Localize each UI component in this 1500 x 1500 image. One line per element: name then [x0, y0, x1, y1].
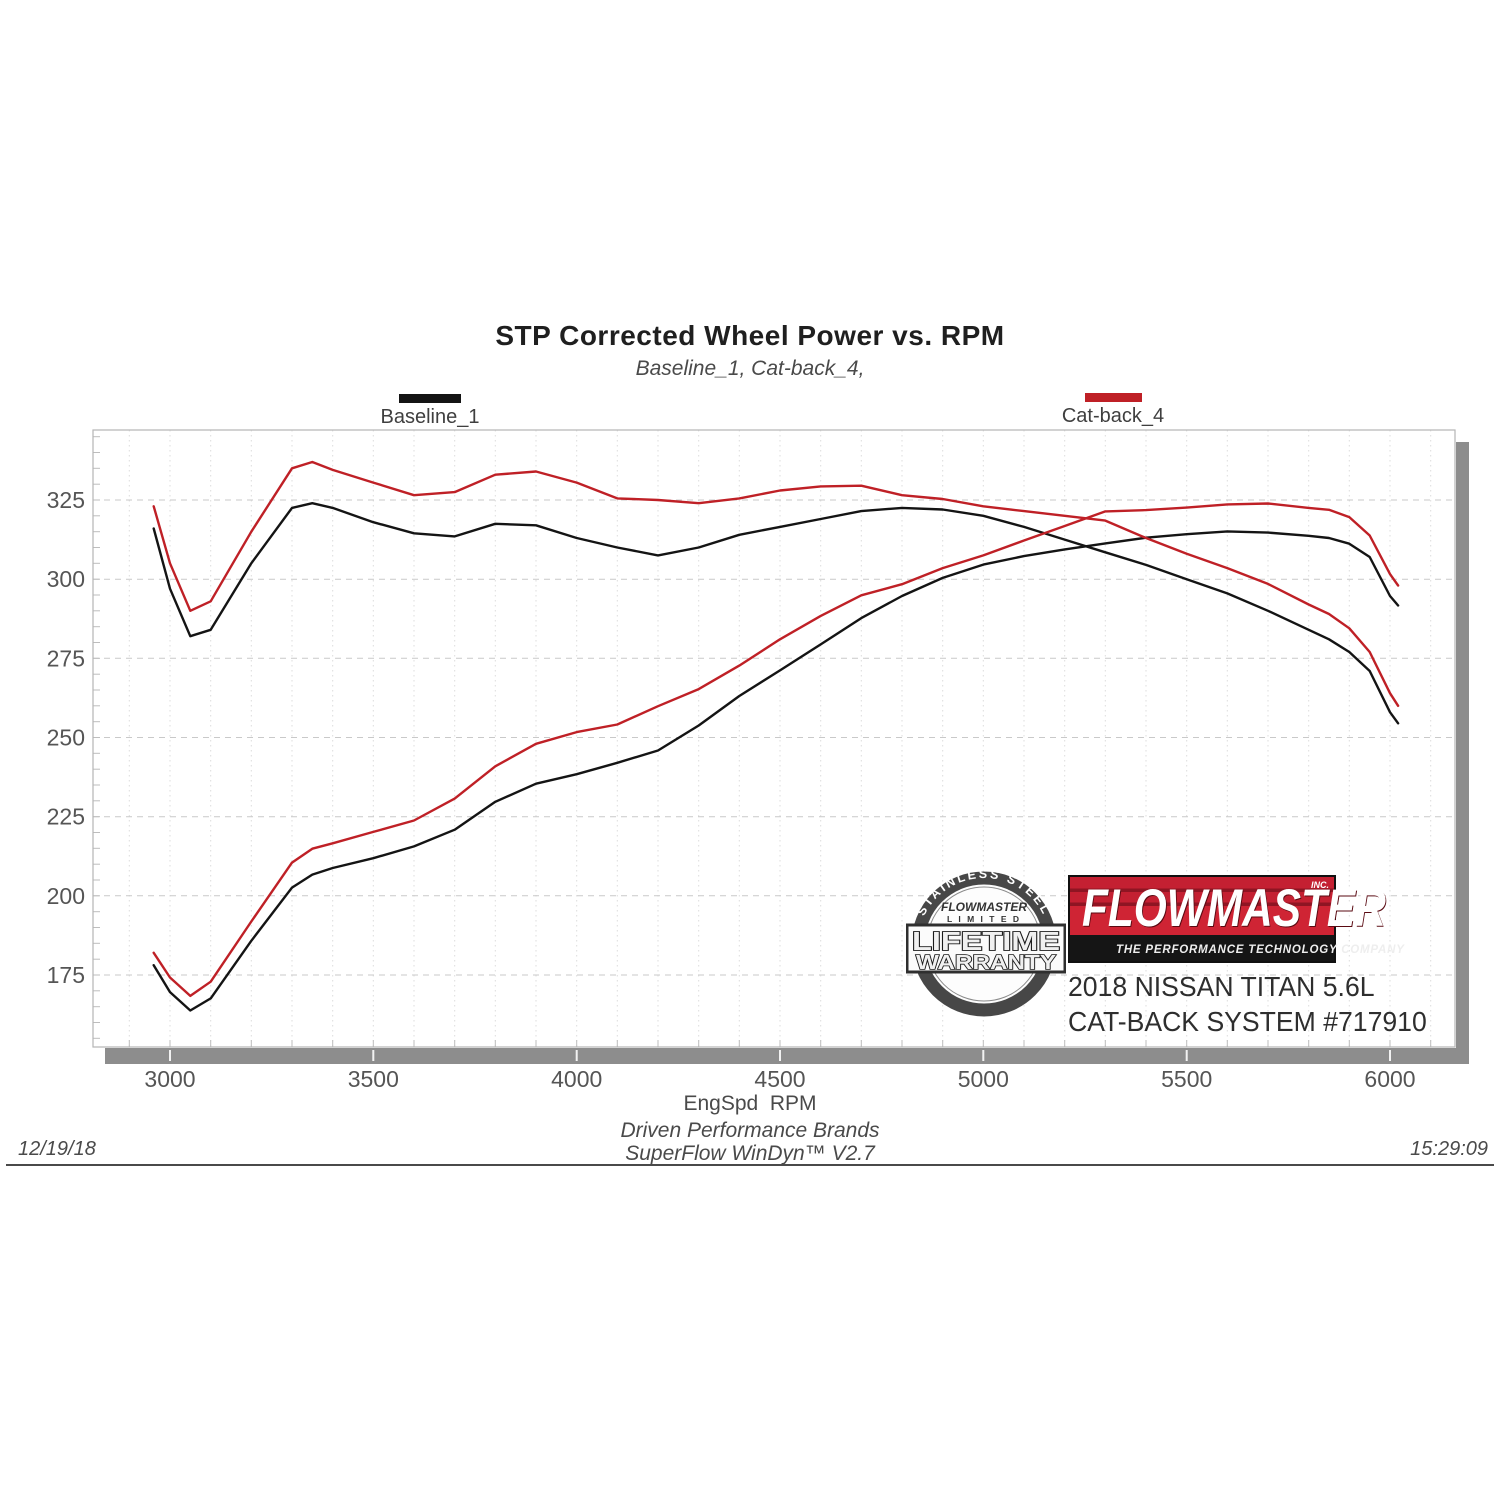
legend-catback-swatch [1084, 393, 1142, 402]
vehicle-line-2: CAT-BACK SYSTEM #717910 [1068, 1006, 1427, 1037]
x-major-tick-notch [1389, 1050, 1391, 1061]
y-tick-label: 300 [47, 566, 85, 592]
x-major-tick-notch [169, 1050, 171, 1061]
date-stamp: 12/19/18 [18, 1138, 96, 1160]
warranty-badge: STAINLESS STEEL FLOWMASTER L I M I T E D… [906, 867, 1066, 1017]
flowmaster-logo-tagline: THE PERFORMANCE TECHNOLOGY COMPANY [1116, 944, 1405, 956]
y-tick-label: 175 [47, 962, 85, 988]
x-tick-label: 3000 [144, 1066, 195, 1092]
chart-subtitle: Baseline_1, Cat-back_4, [635, 357, 865, 380]
curve-catback-power [152, 502, 1400, 998]
plot-shadow-bottom [105, 1048, 1468, 1064]
x-tick-label: 3500 [348, 1066, 399, 1092]
badge-warranty-text: WARRANTY [916, 952, 1057, 974]
vehicle-line-1: 2018 NISSAN TITAN 5.6L [1068, 971, 1375, 1002]
x-major-tick-notch [1185, 1050, 1188, 1061]
time-stamp: 15:29:09 [1410, 1138, 1488, 1160]
flowmaster-logo-black-band [1070, 935, 1334, 961]
plot-border [92, 429, 1456, 1048]
y-tick-label: 325 [47, 487, 85, 513]
flowmaster-logo: FLOWMASTER INC. THE PERFORMANCE TECHNOLO… [1068, 875, 1404, 963]
x-major-tick-notch [779, 1050, 781, 1061]
x-major-tick-notch [982, 1050, 985, 1061]
x-major-tick-notch [575, 1050, 578, 1061]
plot-shadow-right [1456, 442, 1469, 1064]
y-tick-label: 275 [47, 645, 85, 671]
flowmaster-logo-wordmark: FLOWMASTER [1082, 879, 1386, 938]
y-tick-label: 250 [47, 725, 85, 751]
curve-baseline-power [152, 530, 1400, 1012]
bottom-rule [6, 1164, 1494, 1166]
x-tick-label: 5000 [958, 1066, 1009, 1092]
badge-lifetime-text: LIFETIME [912, 926, 1060, 956]
legend-baseline-label: Baseline_1 [380, 406, 480, 428]
footer-brand: Driven Performance Brands [620, 1119, 880, 1142]
flowmaster-logo-inc: INC. [1311, 880, 1329, 890]
x-tick-label: 4500 [754, 1066, 805, 1092]
chart-title: STP Corrected Wheel Power vs. RPM [495, 320, 1005, 351]
x-major-tick-notch [372, 1050, 375, 1061]
legend-baseline: Baseline_1 [365, 394, 495, 429]
curve-baseline-torque [152, 502, 1400, 725]
badge-limited-text: L I M I T E D [947, 914, 1021, 924]
badge-brand-text: FLOWMASTER [941, 900, 1027, 914]
legend-baseline-swatch [399, 394, 461, 403]
x-tick-label: 6000 [1364, 1066, 1415, 1092]
x-tick-label: 4000 [551, 1066, 602, 1092]
flowmaster-logo-red-band [1070, 877, 1334, 935]
badge-banner [906, 923, 1066, 974]
x-axis-label: EngSpd RPM [683, 1092, 817, 1115]
y-tick-label: 225 [47, 804, 85, 830]
x-tick-label: 5500 [1161, 1066, 1212, 1092]
footer-software: SuperFlow WinDyn™ V2.7 [625, 1142, 875, 1165]
legend-catback: Cat-back_4 [1048, 393, 1178, 428]
curve-catback-torque [152, 460, 1400, 707]
legend-catback-label: Cat-back_4 [1061, 405, 1165, 427]
y-tick-label: 200 [47, 883, 85, 909]
